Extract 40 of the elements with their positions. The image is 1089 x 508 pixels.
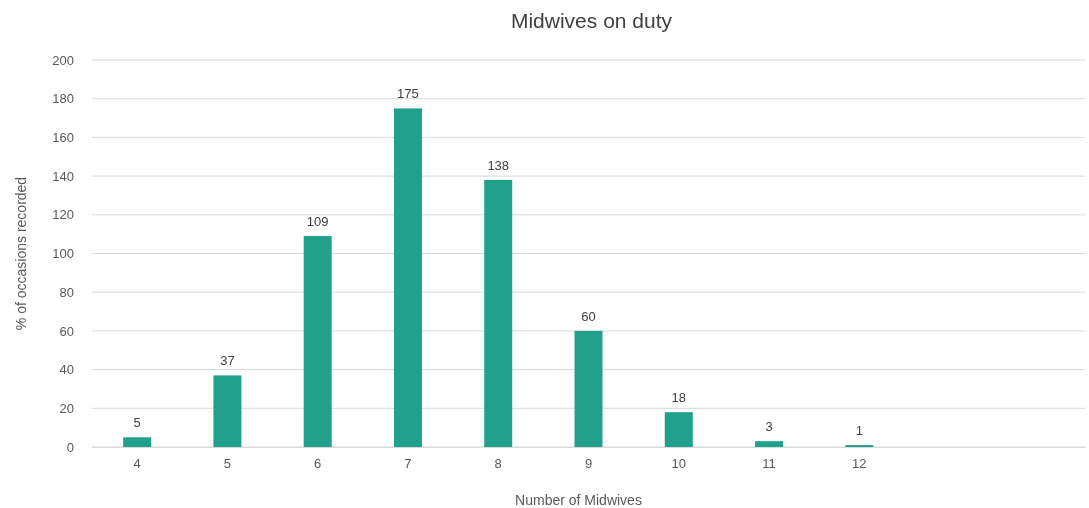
x-tick-label: 12 — [852, 456, 867, 472]
data-label: 175 — [397, 86, 419, 102]
bar — [574, 330, 603, 447]
bar — [123, 437, 152, 447]
y-tick-label: 60 — [59, 323, 74, 339]
y-tick-label: 100 — [52, 246, 74, 262]
data-label: 60 — [581, 308, 596, 324]
x-axis-title: Number of Midwives — [515, 492, 642, 508]
y-tick-label: 140 — [52, 168, 74, 184]
data-label: 1 — [855, 423, 863, 439]
bar — [755, 441, 784, 447]
y-tick-label: 80 — [59, 284, 74, 300]
x-tick-label: 7 — [404, 456, 412, 472]
y-tick-label: 20 — [59, 400, 74, 416]
x-tick-label: 6 — [314, 456, 322, 472]
y-tick-label: 200 — [52, 52, 74, 68]
x-tick-label: 9 — [584, 456, 593, 472]
data-label: 5 — [133, 415, 141, 431]
data-label: 3 — [765, 419, 773, 435]
data-label: 109 — [306, 214, 329, 230]
bar — [664, 412, 693, 447]
data-label: 37 — [220, 353, 235, 369]
y-tick-label: 120 — [52, 207, 74, 223]
chart-title: Midwives on duty — [510, 9, 673, 32]
x-tick-label: 8 — [494, 456, 502, 472]
bar — [213, 375, 242, 447]
x-tick-label: 5 — [223, 456, 232, 472]
data-label: 138 — [487, 157, 510, 173]
data-label: 18 — [671, 390, 687, 406]
bar — [393, 108, 422, 447]
y-tick-label: 160 — [52, 130, 74, 146]
y-tick-label: 180 — [52, 91, 74, 107]
y-axis-title: % of occasions recorded — [13, 176, 29, 331]
bar — [484, 179, 513, 447]
x-tick-label: 11 — [762, 456, 776, 472]
x-tick-label: 4 — [133, 456, 141, 472]
y-tick-label: 40 — [59, 362, 74, 378]
bar — [303, 236, 332, 447]
x-tick-label: 10 — [671, 456, 687, 472]
y-tick-label: 0 — [66, 439, 74, 455]
